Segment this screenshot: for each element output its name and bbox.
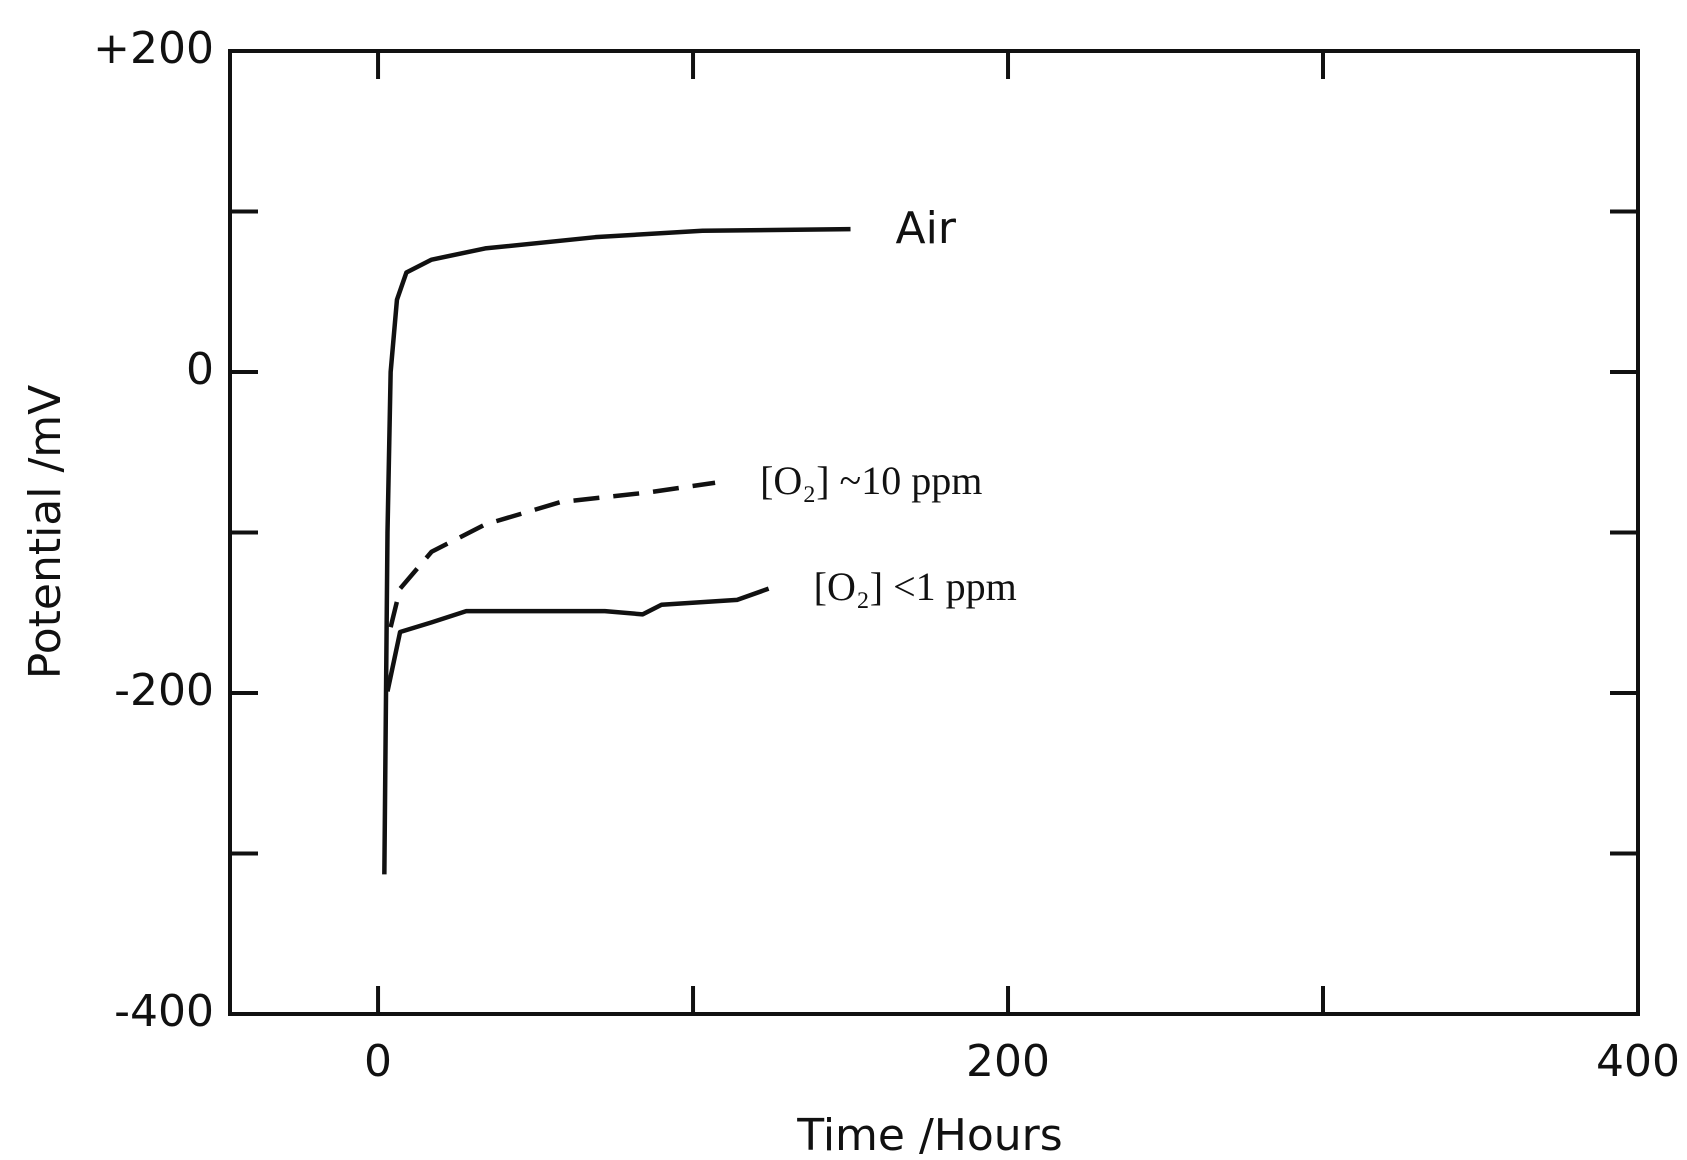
x-tick-label: 0 bbox=[364, 1036, 392, 1087]
series-label: [O₂] ~10 ppm bbox=[760, 458, 982, 503]
y-tick-label: 0 bbox=[186, 344, 214, 395]
plot-frame bbox=[228, 49, 1640, 1016]
x-tick-label: 400 bbox=[1596, 1036, 1680, 1087]
y-tick-label: +200 bbox=[93, 23, 214, 74]
series-line bbox=[382, 226, 851, 875]
y-tick-label: -200 bbox=[114, 665, 214, 716]
y-axis-label: Potential /mV bbox=[20, 385, 71, 680]
x-tick-label: 200 bbox=[966, 1036, 1050, 1087]
x-axis-label: Time /Hours bbox=[796, 1110, 1062, 1160]
series-label: Air bbox=[896, 203, 957, 254]
series-label: [O₂] <1 ppm bbox=[814, 564, 1017, 609]
y-tick-label: -400 bbox=[114, 986, 214, 1037]
series-line bbox=[385, 586, 770, 692]
